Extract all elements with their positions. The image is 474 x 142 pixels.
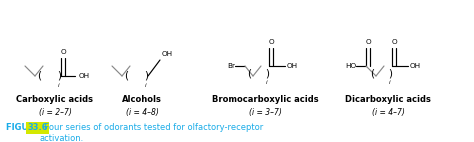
Text: ): ) xyxy=(144,71,148,81)
Text: Four series of odorants tested for olfactory-receptor
activation.: Four series of odorants tested for olfac… xyxy=(39,124,264,142)
Text: (i = 4–7): (i = 4–7) xyxy=(372,108,404,117)
Text: ): ) xyxy=(388,68,392,78)
Text: (i = 4–8): (i = 4–8) xyxy=(126,108,158,117)
Text: OH: OH xyxy=(287,63,298,69)
Text: O: O xyxy=(365,39,371,45)
Text: 33.6: 33.6 xyxy=(27,124,48,132)
Text: OH: OH xyxy=(79,73,90,79)
Text: i: i xyxy=(145,83,146,88)
Text: HO: HO xyxy=(345,63,356,69)
Text: Bromocarboxylic acids: Bromocarboxylic acids xyxy=(212,96,319,105)
Text: i: i xyxy=(58,83,60,88)
Text: Alcohols: Alcohols xyxy=(122,96,162,105)
Text: (i = 3–7): (i = 3–7) xyxy=(248,108,282,117)
Text: i: i xyxy=(389,80,391,85)
Text: Dicarboxylic acids: Dicarboxylic acids xyxy=(345,96,431,105)
Text: (: ( xyxy=(247,68,251,78)
Text: Br: Br xyxy=(227,63,235,69)
Text: OH: OH xyxy=(162,51,173,57)
Text: O: O xyxy=(391,39,397,45)
Text: O: O xyxy=(60,49,66,55)
Text: Carboxylic acids: Carboxylic acids xyxy=(17,96,93,105)
Text: FIGURE: FIGURE xyxy=(6,124,43,132)
Text: ): ) xyxy=(57,71,61,81)
Text: (: ( xyxy=(370,68,374,78)
Text: (: ( xyxy=(124,71,128,81)
Text: ): ) xyxy=(265,68,269,78)
Text: i: i xyxy=(266,80,268,85)
Text: (i = 2–7): (i = 2–7) xyxy=(38,108,72,117)
Text: OH: OH xyxy=(410,63,421,69)
Text: O: O xyxy=(268,39,274,45)
Text: (: ( xyxy=(37,71,41,81)
